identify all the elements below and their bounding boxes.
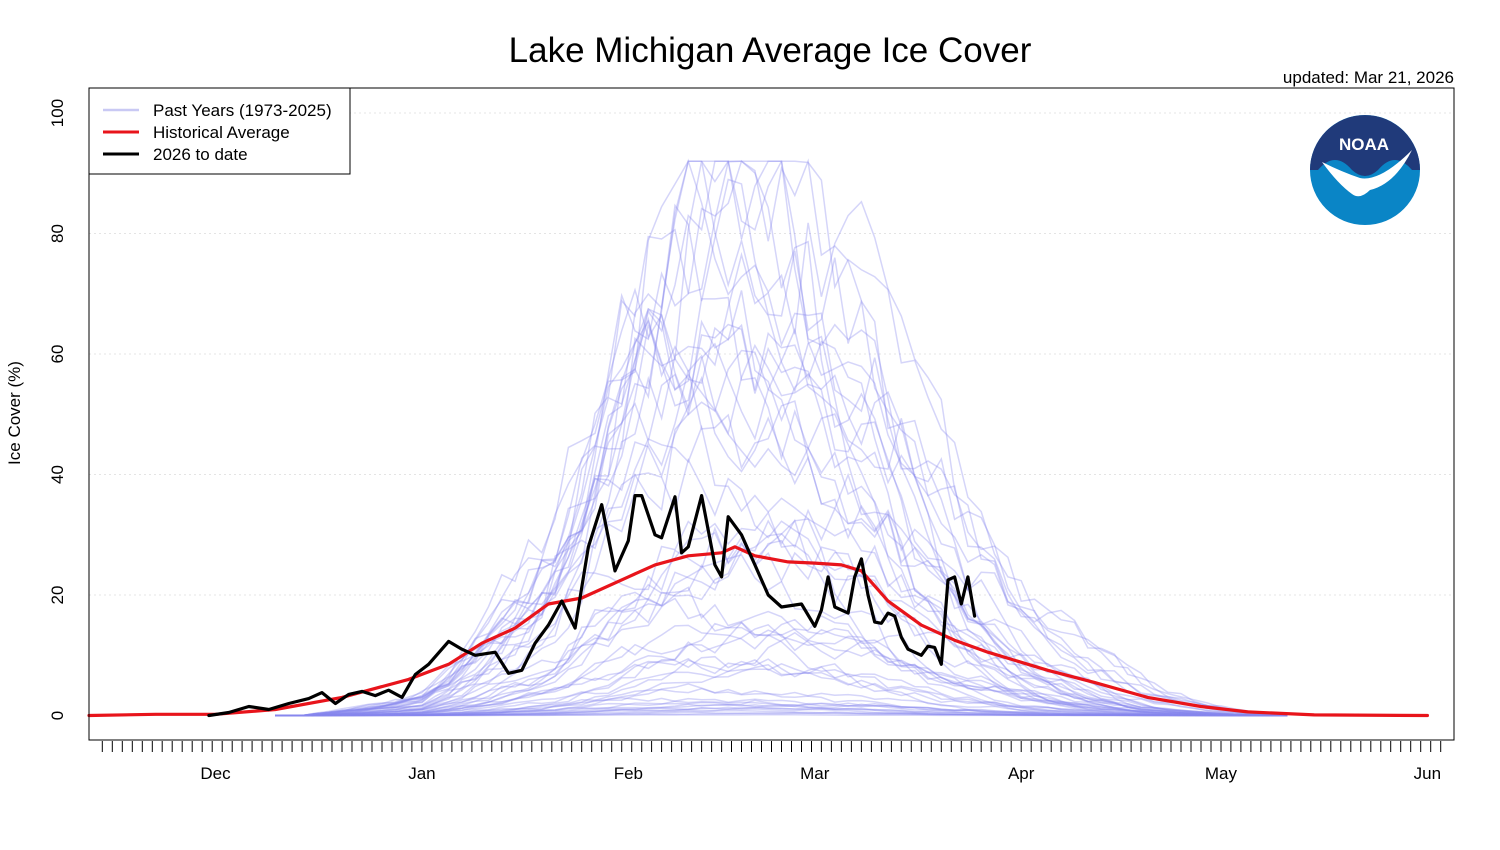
past-year-line xyxy=(275,307,1288,717)
past-year-line xyxy=(275,663,1288,717)
y-tick-label: 40 xyxy=(48,465,67,484)
past-year-line xyxy=(275,511,1288,717)
past-year-line xyxy=(275,507,1288,717)
x-tick-label: Dec xyxy=(200,764,231,783)
past-year-line xyxy=(275,323,1288,717)
past-year-line xyxy=(275,158,1288,717)
y-tick-label: 100 xyxy=(48,99,67,127)
past-year-line xyxy=(275,614,1288,717)
x-tick-label: Mar xyxy=(800,764,830,783)
chart-title: Lake Michigan Average Ice Cover xyxy=(509,31,1032,70)
past-year-line xyxy=(275,160,1288,717)
legend-label-2026-to-date: 2026 to date xyxy=(153,145,248,164)
past-year-line xyxy=(275,699,1288,717)
past-year-line xyxy=(275,696,1288,717)
past-year-line xyxy=(275,655,1288,717)
x-tick-label: Apr xyxy=(1008,764,1035,783)
y-axis: 0 20 40 60 80 100 xyxy=(48,99,67,720)
past-year-line xyxy=(275,702,1288,717)
past-year-line xyxy=(275,369,1288,717)
past-year-line xyxy=(275,178,1288,717)
past-year-line xyxy=(275,159,1288,717)
x-axis: Dec Jan Feb Mar Apr May Jun xyxy=(101,741,1442,783)
past-year-line xyxy=(275,597,1288,717)
past-year-line xyxy=(275,623,1288,717)
past-year-line xyxy=(275,457,1288,717)
past-year-line xyxy=(275,161,1288,717)
past-year-line xyxy=(275,375,1288,717)
past-year-line xyxy=(275,549,1288,717)
updated-date-label: updated: Mar 21, 2026 xyxy=(1283,68,1454,87)
x-axis-minor-ticks xyxy=(101,741,1442,752)
y-axis-label: Ice Cover (%) xyxy=(5,361,24,465)
past-year-line xyxy=(275,307,1288,717)
past-year-line xyxy=(275,160,1288,717)
past-year-line xyxy=(275,683,1288,717)
past-year-line xyxy=(275,251,1288,717)
past-year-line xyxy=(275,158,1288,717)
past-year-line xyxy=(275,711,1288,717)
y-tick-label: 20 xyxy=(48,586,67,605)
past-year-line xyxy=(275,707,1288,717)
past-year-line xyxy=(275,424,1288,717)
past-years-lines xyxy=(275,158,1288,717)
past-year-line xyxy=(275,714,1288,717)
past-year-line xyxy=(275,624,1288,717)
x-tick-label: Jun xyxy=(1414,764,1441,783)
legend-label-past-years: Past Years (1973-2025) xyxy=(153,101,332,120)
past-year-line xyxy=(275,657,1288,717)
past-year-line xyxy=(275,586,1288,717)
noaa-logo: NOAA xyxy=(1310,115,1420,225)
y-tick-label: 60 xyxy=(48,345,67,364)
svg-text:NOAA: NOAA xyxy=(1339,135,1389,154)
y-tick-label: 0 xyxy=(48,711,67,720)
legend: Past Years (1973-2025) Historical Averag… xyxy=(88,87,351,175)
past-year-line xyxy=(275,160,1288,717)
past-year-line xyxy=(275,631,1288,717)
past-year-line xyxy=(275,618,1288,717)
legend-label-historical-average: Historical Average xyxy=(153,123,290,142)
x-tick-label: Jan xyxy=(408,764,435,783)
past-year-line xyxy=(275,697,1288,717)
past-year-line xyxy=(275,704,1288,717)
past-year-line xyxy=(275,712,1288,717)
x-tick-label: Feb xyxy=(614,764,643,783)
past-year-line xyxy=(275,707,1288,717)
past-year-line xyxy=(275,668,1288,717)
past-year-line xyxy=(275,535,1288,717)
past-year-line xyxy=(275,287,1288,717)
past-year-line xyxy=(275,518,1288,717)
past-year-line xyxy=(275,709,1288,717)
y-tick-label: 80 xyxy=(48,224,67,243)
past-year-line xyxy=(275,531,1288,717)
x-tick-label: May xyxy=(1205,764,1238,783)
past-year-line xyxy=(275,349,1288,717)
past-year-line xyxy=(275,316,1288,717)
past-year-line xyxy=(275,518,1288,717)
plot-frame xyxy=(88,87,1455,741)
series-lines xyxy=(87,494,1429,718)
past-year-line xyxy=(275,296,1288,717)
current-year-line xyxy=(207,494,977,718)
past-year-line xyxy=(275,327,1288,717)
past-year-line xyxy=(275,703,1288,717)
past-year-line xyxy=(275,687,1288,717)
legend-box xyxy=(88,87,351,175)
